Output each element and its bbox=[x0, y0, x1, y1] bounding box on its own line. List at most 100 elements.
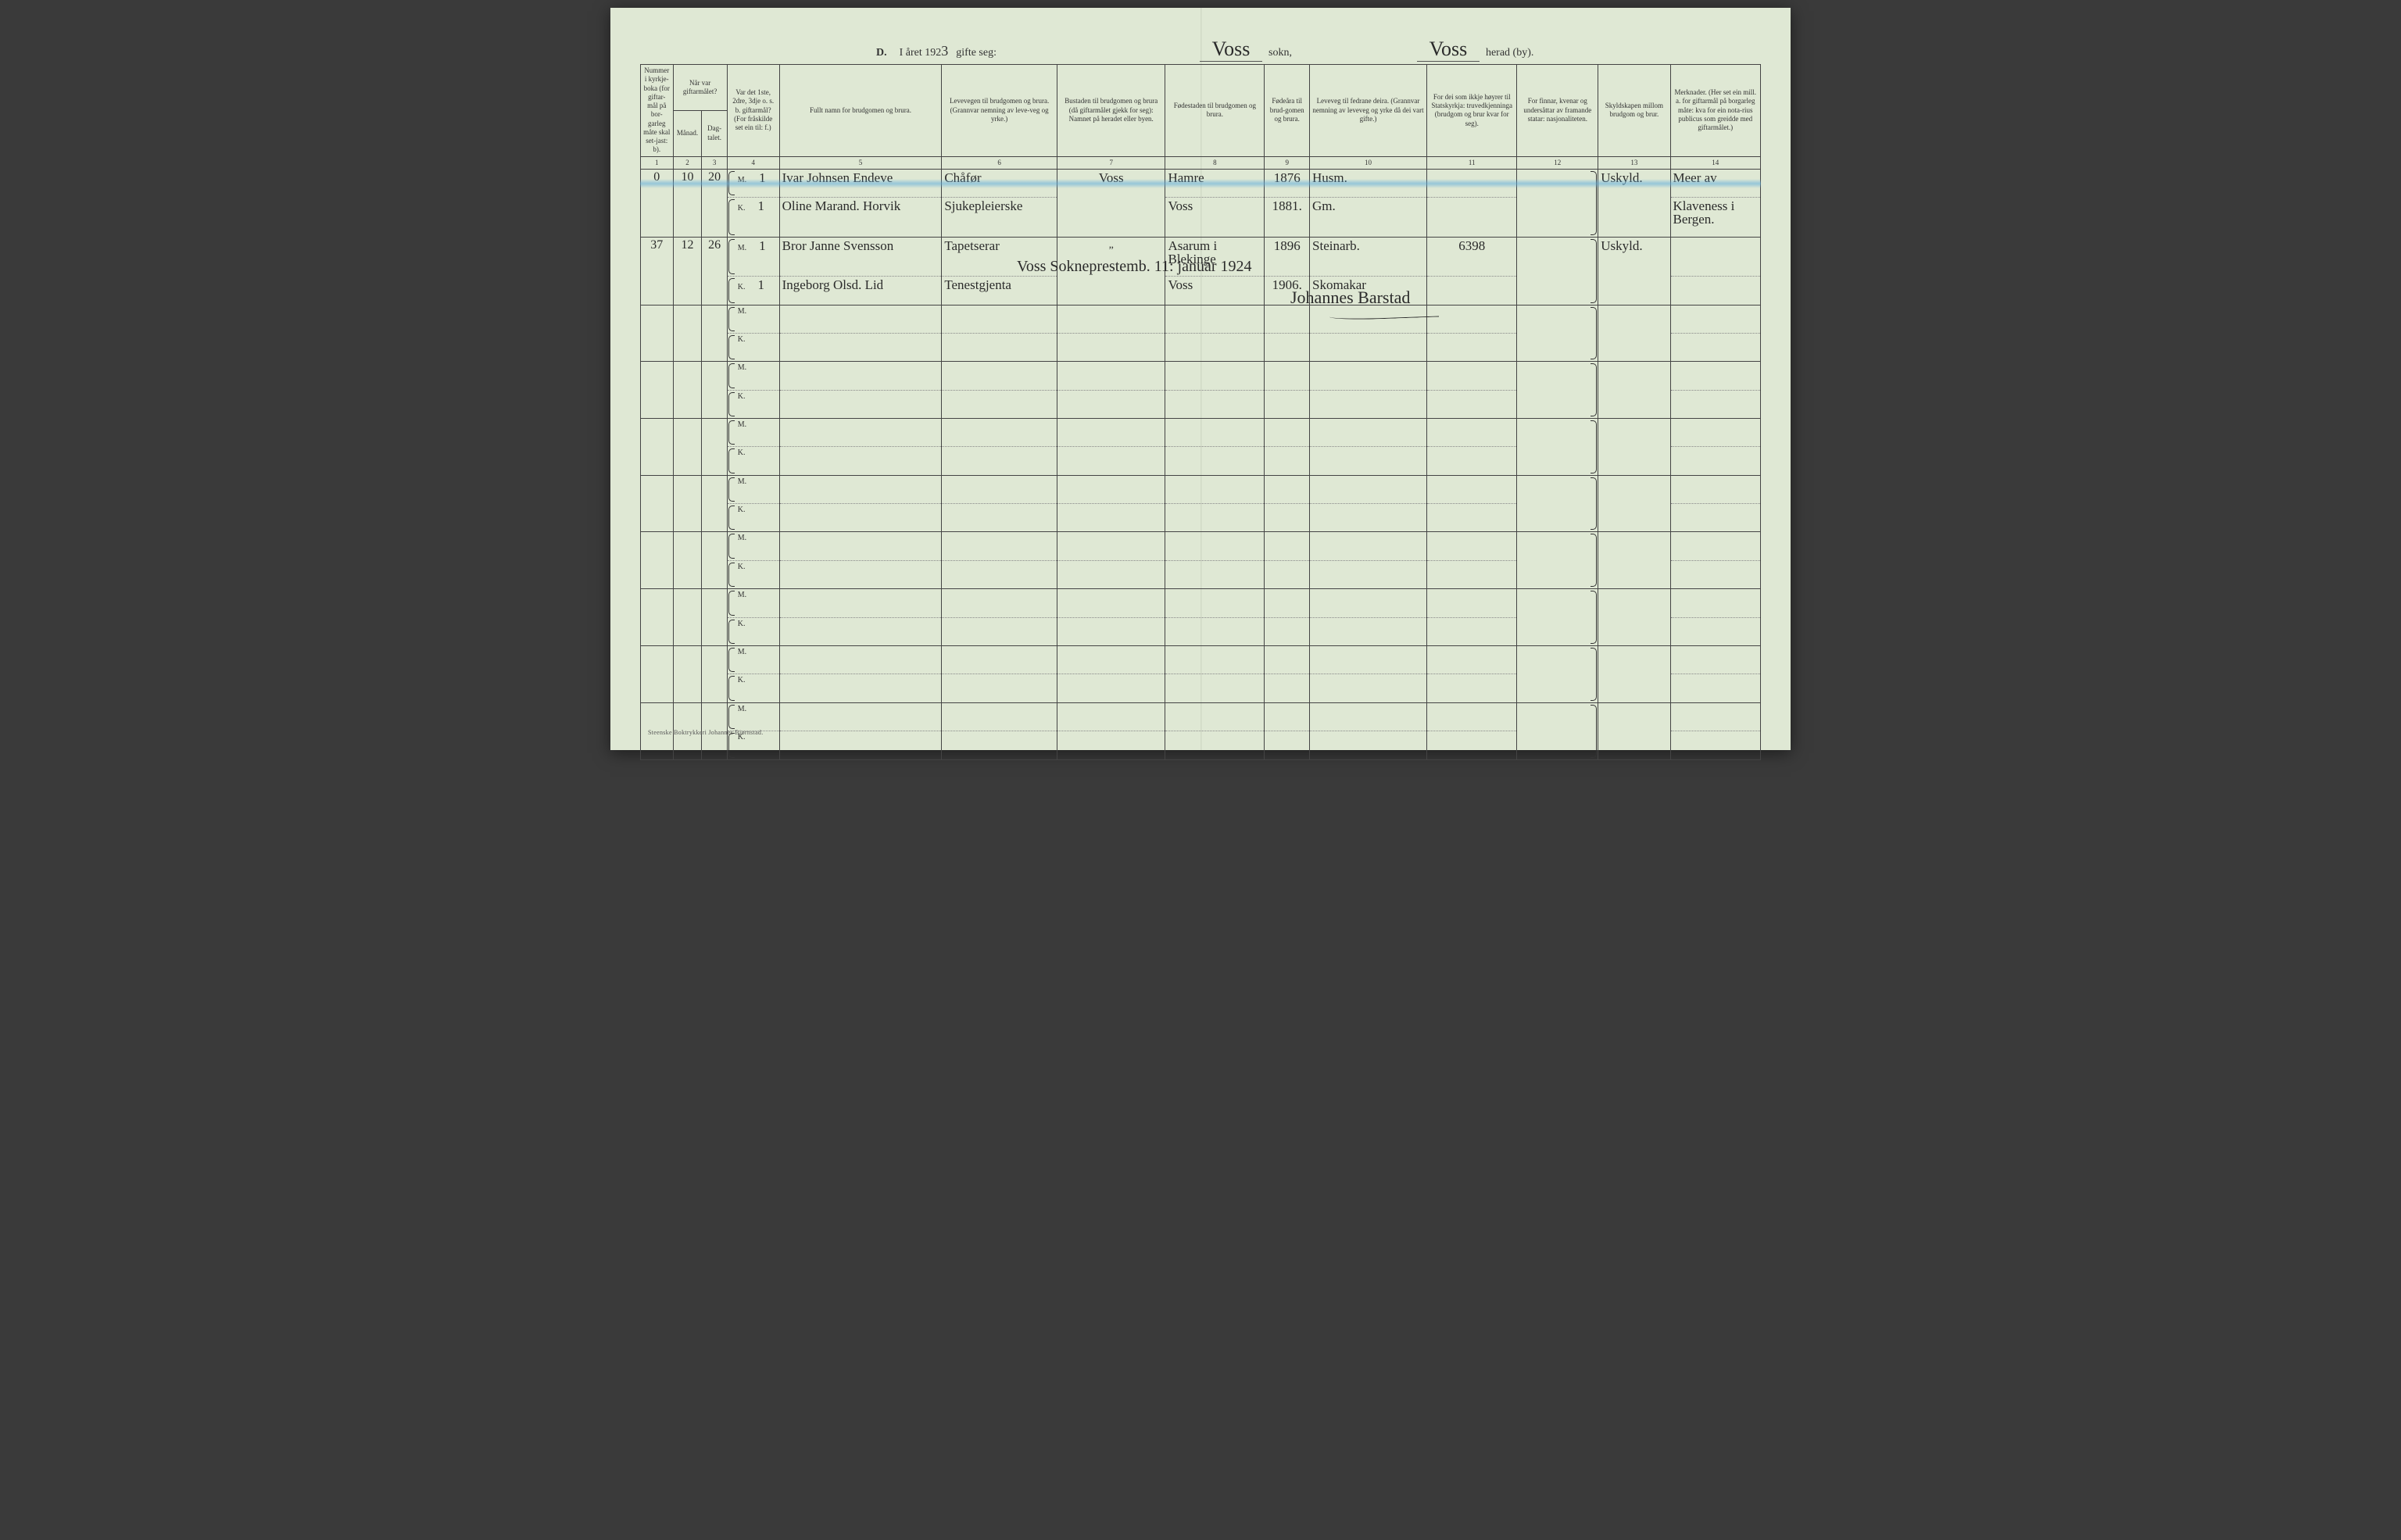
brace-icon bbox=[728, 199, 735, 235]
cell bbox=[1265, 589, 1310, 617]
mk-label: K. bbox=[738, 563, 746, 571]
cell bbox=[1165, 504, 1265, 532]
cell bbox=[1165, 617, 1265, 645]
table-head: Nummer i kyrkje-boka (for giftar-mål på … bbox=[641, 65, 1761, 170]
cell bbox=[702, 475, 727, 532]
cell: 0 bbox=[641, 169, 674, 237]
cell bbox=[1517, 475, 1598, 532]
mk-label: M. bbox=[738, 307, 746, 316]
cell: Meer av bbox=[1670, 169, 1760, 197]
mk-cell: K. bbox=[727, 390, 779, 418]
cell bbox=[1057, 731, 1165, 759]
mk-cell: K.1 bbox=[727, 198, 779, 238]
brace-icon bbox=[728, 307, 735, 331]
brace-icon bbox=[728, 448, 735, 473]
cell: Tapetserar bbox=[942, 237, 1057, 277]
cell bbox=[1057, 560, 1165, 588]
cell-text: Sjukepleierske bbox=[944, 198, 1022, 213]
cell-text: Meer av bbox=[1673, 170, 1717, 185]
cell bbox=[1670, 617, 1760, 645]
cell bbox=[942, 504, 1057, 532]
cell bbox=[1427, 617, 1517, 645]
cell bbox=[942, 334, 1057, 362]
cell bbox=[779, 305, 942, 333]
cell bbox=[779, 731, 942, 759]
column-number: 13 bbox=[1598, 156, 1670, 169]
cell bbox=[1427, 419, 1517, 447]
cell-text: Ingeborg Olsd. Lid bbox=[782, 277, 884, 292]
cell bbox=[779, 362, 942, 390]
cell bbox=[673, 589, 702, 646]
cell bbox=[1598, 475, 1670, 532]
column-number: 7 bbox=[1057, 156, 1165, 169]
cell bbox=[641, 475, 674, 532]
cell-text: Gm. bbox=[1312, 198, 1336, 213]
cell bbox=[1427, 447, 1517, 475]
cell bbox=[1670, 390, 1760, 418]
mk-label: M. bbox=[738, 477, 746, 486]
sokn-label: sokn, bbox=[1268, 47, 1292, 59]
cell-text: 6398 bbox=[1458, 238, 1485, 253]
cell-text: Voss bbox=[1168, 198, 1193, 213]
cell bbox=[1265, 362, 1310, 390]
cell bbox=[1670, 674, 1760, 702]
cell bbox=[779, 475, 942, 503]
cell bbox=[1427, 198, 1517, 238]
cell-text: Chåfør bbox=[944, 170, 981, 185]
cell: Oline Marand. Horvik bbox=[779, 198, 942, 238]
cell bbox=[942, 560, 1057, 588]
mk-label: K. bbox=[738, 204, 746, 213]
cell bbox=[1310, 560, 1427, 588]
cell bbox=[1517, 237, 1598, 305]
cell: Uskyld. bbox=[1598, 237, 1670, 305]
cell bbox=[1265, 419, 1310, 447]
cell bbox=[1265, 731, 1310, 759]
brace-icon bbox=[728, 420, 735, 445]
cell bbox=[641, 532, 674, 589]
cell: 20 bbox=[702, 169, 727, 237]
cell bbox=[1265, 504, 1310, 532]
header-prefix: I året 192 bbox=[900, 47, 942, 59]
cell: Gm. bbox=[1310, 198, 1427, 238]
mk-cell: K. bbox=[727, 674, 779, 702]
cell bbox=[1427, 305, 1517, 333]
cell bbox=[1165, 674, 1265, 702]
cell bbox=[1165, 362, 1265, 390]
mk-cell: M. bbox=[727, 419, 779, 447]
cell bbox=[673, 419, 702, 476]
mk-cell: K.1 bbox=[727, 277, 779, 305]
cell bbox=[702, 589, 727, 646]
col-subheader: Dag-talet. bbox=[702, 110, 727, 156]
cell bbox=[942, 645, 1057, 674]
cell bbox=[1265, 334, 1310, 362]
cell-text: Klaveness i Bergen. bbox=[1673, 198, 1735, 227]
cell bbox=[1165, 305, 1265, 333]
cell: 37 bbox=[641, 237, 674, 305]
col-header: Nummer i kyrkje-boka (for giftar-mål på … bbox=[641, 65, 674, 157]
cell-text: 20 bbox=[708, 170, 721, 184]
cell-text: Uskyld. bbox=[1601, 238, 1642, 253]
cell bbox=[1310, 390, 1427, 418]
cell-text: Asarum i Blekinge bbox=[1168, 238, 1217, 266]
column-number: 1 bbox=[641, 156, 674, 169]
col-header: Var det 1ste, 2dre, 3dje o. s. b. giftar… bbox=[727, 65, 779, 157]
cell bbox=[942, 390, 1057, 418]
cell: Bror Janne Svensson bbox=[779, 237, 942, 277]
cell: Tenestgjenta bbox=[942, 277, 1057, 305]
herad-value: Voss bbox=[1417, 38, 1480, 62]
mk-label: K. bbox=[738, 620, 746, 628]
cell bbox=[942, 475, 1057, 503]
cell bbox=[1427, 362, 1517, 390]
mk-label: K. bbox=[738, 392, 746, 401]
cell bbox=[779, 674, 942, 702]
cell: Husm. bbox=[1310, 169, 1427, 197]
cell bbox=[1427, 532, 1517, 560]
column-number: 14 bbox=[1670, 156, 1760, 169]
cell bbox=[1310, 645, 1427, 674]
cell bbox=[673, 645, 702, 702]
mk-label: M. bbox=[738, 648, 746, 656]
cell bbox=[942, 589, 1057, 617]
brace-icon bbox=[728, 648, 735, 672]
cell bbox=[1598, 702, 1670, 759]
cell bbox=[1265, 305, 1310, 333]
